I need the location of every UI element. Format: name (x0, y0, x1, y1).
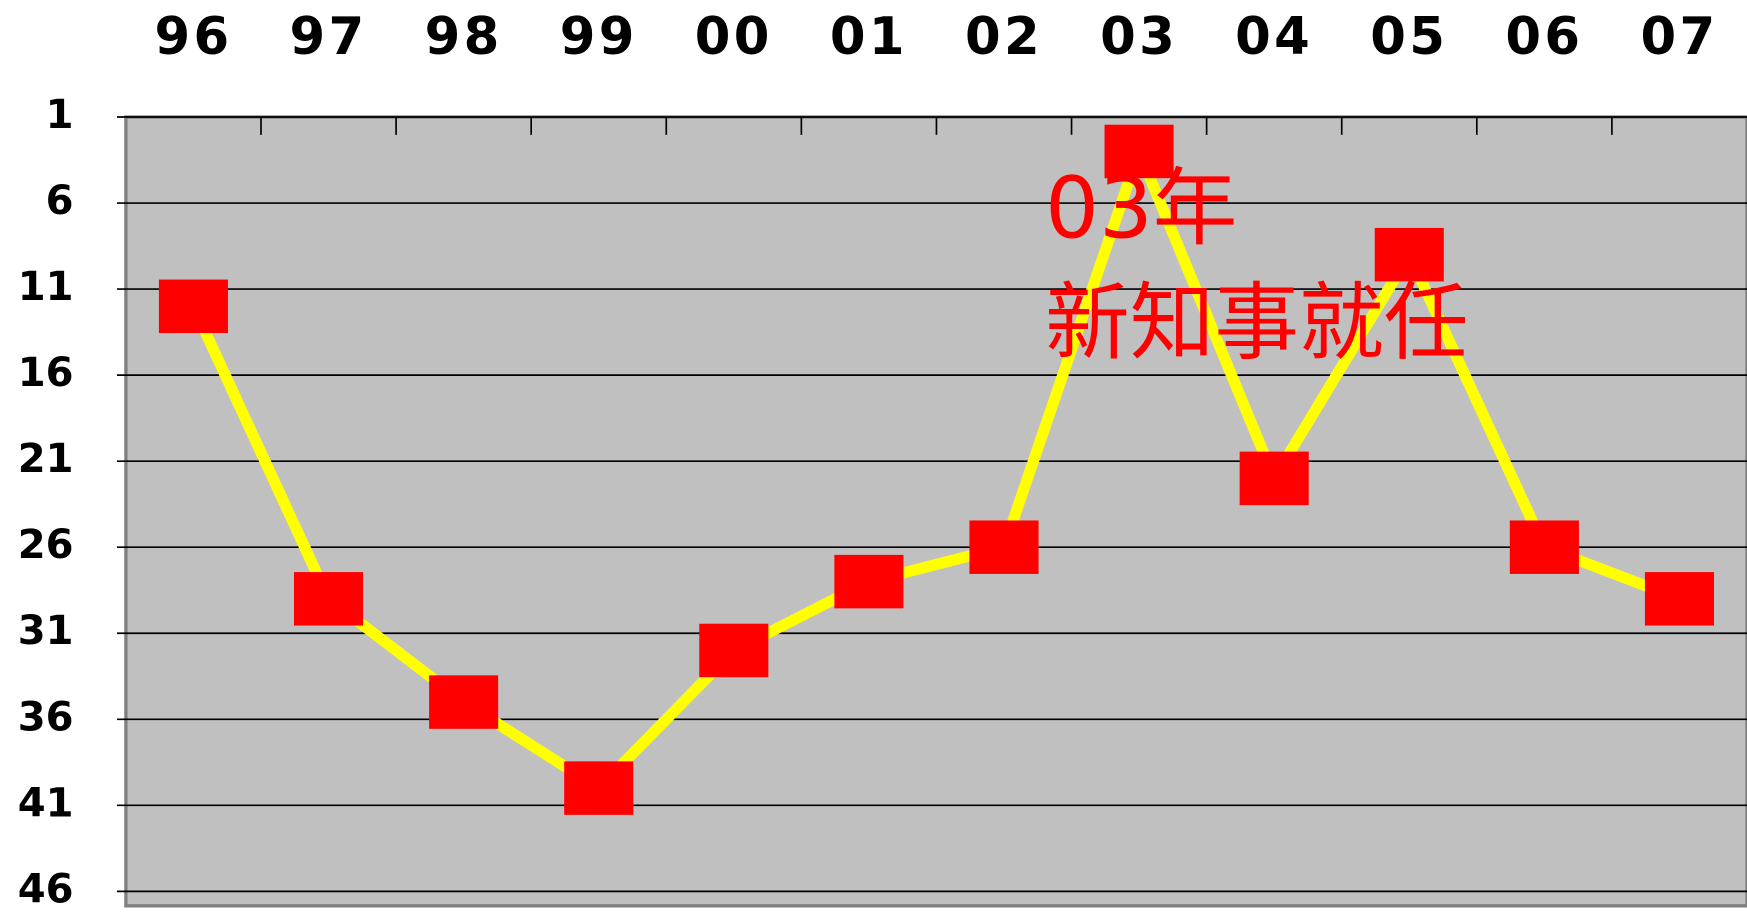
y-tick-label: 11 (18, 264, 74, 310)
marker (429, 675, 499, 729)
x-tick-label: 01 (830, 7, 908, 67)
marker (1104, 124, 1174, 179)
y-tick-label: 6 (46, 178, 74, 224)
marker (1509, 520, 1579, 574)
x-tick-label: 99 (560, 7, 638, 67)
x-tick-label: 05 (1370, 7, 1448, 67)
marker (1239, 451, 1309, 506)
y-tick-label: 16 (18, 350, 74, 396)
x-tick-label: 96 (154, 7, 232, 67)
x-tick-label: 03 (1100, 7, 1178, 67)
marker (969, 520, 1039, 574)
marker (158, 279, 228, 334)
y-tick-label: 21 (18, 436, 74, 482)
y-tick-label: 41 (18, 780, 74, 826)
plot-area (124, 115, 1747, 908)
x-tick-label: 97 (290, 7, 368, 67)
marker (834, 554, 904, 609)
annotation: 新知事就任 (1045, 273, 1468, 372)
y-tick-label: 36 (18, 694, 74, 740)
marker (1374, 227, 1444, 282)
marker (1644, 572, 1714, 626)
x-tick-label: 07 (1640, 7, 1718, 67)
x-tick-label: 06 (1505, 7, 1583, 67)
marker (293, 572, 364, 626)
y-tick-label: 26 (18, 522, 74, 568)
y-tick-label: 31 (18, 608, 74, 654)
x-tick-label: 04 (1235, 7, 1313, 67)
x-tick-label: 00 (695, 7, 773, 67)
y-tick-label: 1 (46, 92, 74, 138)
marker (699, 623, 769, 678)
annotation: 03年 (1045, 158, 1237, 257)
y-tick-label: 46 (18, 866, 74, 912)
x-tick-label: 02 (965, 7, 1043, 67)
marker (564, 761, 634, 815)
x-tick-label: 98 (425, 7, 503, 67)
